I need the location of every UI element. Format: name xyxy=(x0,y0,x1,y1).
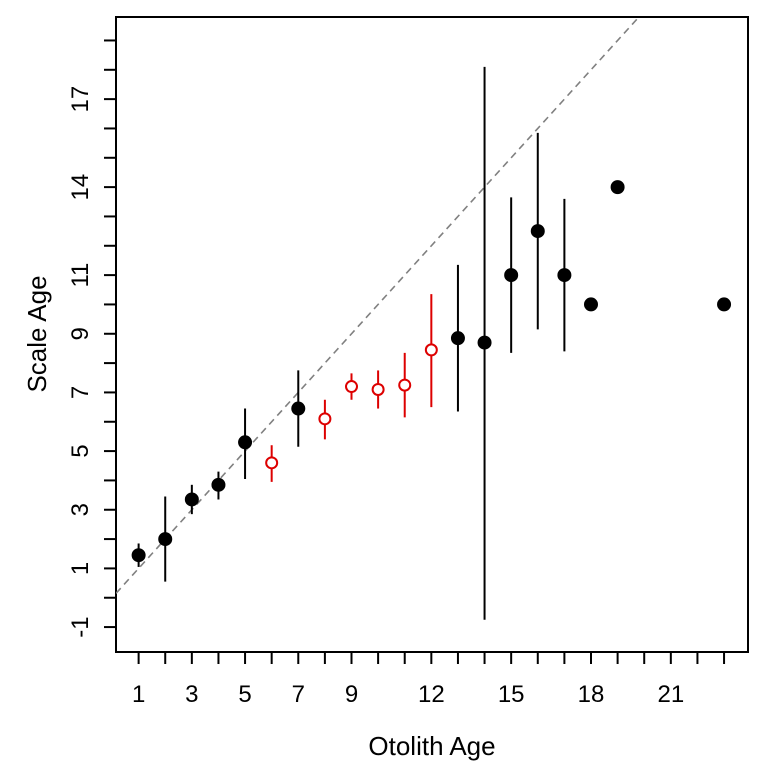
data-point xyxy=(158,532,173,547)
x-tick-label: 5 xyxy=(238,681,251,708)
y-tick-label: 3 xyxy=(67,503,94,516)
y-tick-label: 1 xyxy=(67,562,94,575)
x-tick-label: 21 xyxy=(657,681,684,708)
y-tick-label: 11 xyxy=(67,263,94,288)
y-tick-label: 17 xyxy=(67,86,94,113)
data-point-open xyxy=(318,412,332,426)
x-tick-label: 15 xyxy=(498,681,525,708)
x-tick-label: 18 xyxy=(578,681,605,708)
y-axis-title: Scale Age xyxy=(22,275,52,392)
x-tick-label: 1 xyxy=(132,681,145,708)
data-point xyxy=(717,297,732,312)
y-tick-label: -1 xyxy=(67,616,94,637)
x-tick-label: 12 xyxy=(418,681,445,708)
x-axis-title: Otolith Age xyxy=(368,731,495,761)
data-point xyxy=(504,268,519,283)
y-tick-label: 9 xyxy=(67,327,94,340)
x-tick-label: 9 xyxy=(345,681,358,708)
data-point-open xyxy=(424,343,438,357)
x-tick-label: 7 xyxy=(292,681,305,708)
y-tick-label: 7 xyxy=(67,386,94,399)
data-point-open xyxy=(345,380,359,394)
data-point xyxy=(184,492,199,507)
x-axis: 1 3 5 7 9 12 15 18 21 xyxy=(132,652,726,708)
data-point xyxy=(211,477,226,492)
plot-area xyxy=(116,17,732,620)
y-tick-label: 14 xyxy=(67,174,94,201)
data-point-open xyxy=(398,378,412,392)
data-point xyxy=(291,401,306,416)
data-point xyxy=(238,435,253,450)
data-point-open xyxy=(371,382,385,396)
reference-line xyxy=(116,17,640,594)
y-axis: -1 1 3 5 7 9 11 14 17 xyxy=(67,39,116,638)
data-point xyxy=(450,331,465,346)
data-point-open xyxy=(265,456,279,470)
data-point xyxy=(557,268,572,283)
y-tick-label: 5 xyxy=(67,444,94,457)
data-point xyxy=(477,335,492,350)
data-point xyxy=(583,297,598,312)
data-point xyxy=(610,180,625,195)
data-point xyxy=(530,224,545,239)
data-point xyxy=(131,548,146,563)
x-tick-label: 3 xyxy=(185,681,198,708)
